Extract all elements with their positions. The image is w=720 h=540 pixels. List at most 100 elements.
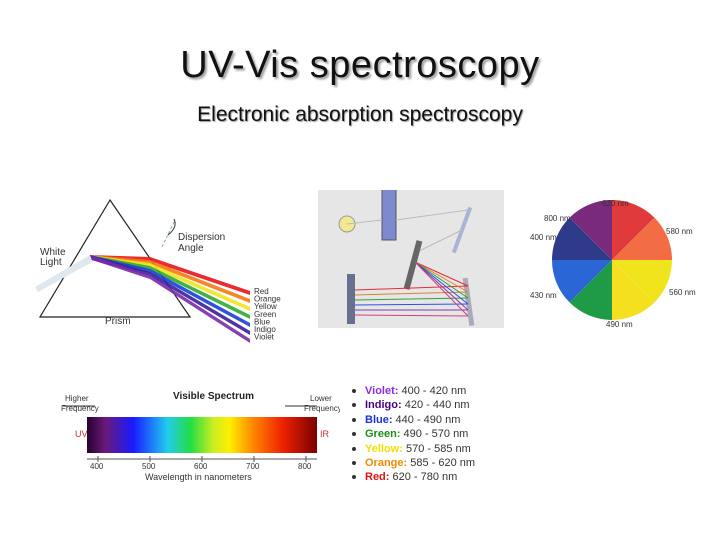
range-value: 620 - 780 nm xyxy=(389,471,458,484)
color-wheel xyxy=(552,200,672,320)
wheel-label-3: 560 nm xyxy=(669,288,696,297)
range-value: 420 - 440 nm xyxy=(401,399,470,412)
spectrometer-background xyxy=(318,190,504,328)
reflected-beam xyxy=(412,229,463,255)
wheel-segment-6 xyxy=(552,260,612,303)
spectrum-tick-label-4: 700 xyxy=(246,462,260,471)
range-name: Red: xyxy=(365,471,390,484)
range-name: Blue: xyxy=(365,413,393,426)
prism-diagram: White Light Dispersion Angle Prism RedOr… xyxy=(35,198,281,343)
spectrometer-diagram xyxy=(318,190,504,328)
beam-out-1 xyxy=(354,285,469,291)
spectrum-ticks: 400 500 600 700 800 xyxy=(90,456,312,471)
range-row: Blue: 440 - 490 nm xyxy=(352,413,512,427)
dispersion-label: Dispersion xyxy=(178,232,225,243)
diffraction-grating xyxy=(403,240,423,290)
spectrum-tick-label-1: 400 xyxy=(90,462,104,471)
visible-spectrum-diagram: Visible Spectrum Higher Frequency Lower … xyxy=(61,391,340,482)
bullet-icon xyxy=(352,461,356,466)
higher-label: Higher xyxy=(65,394,89,403)
lower-label: Lower xyxy=(310,394,332,403)
spectrum-title: Visible Spectrum xyxy=(173,391,254,402)
range-row: Violet: 400 - 420 nm xyxy=(352,384,512,398)
wheel-segment-3 xyxy=(612,260,672,303)
range-name: Violet: xyxy=(365,385,399,397)
range-name: Green: xyxy=(365,428,401,441)
wheel-segment-1 xyxy=(612,200,655,260)
range-name: Indigo: xyxy=(365,399,402,412)
wheel-label-4: 490 nm xyxy=(606,320,633,329)
range-name: Orange: xyxy=(365,456,408,469)
wheel-segment-2 xyxy=(612,217,672,260)
range-name: Yellow: xyxy=(365,442,403,455)
bullet-icon xyxy=(352,389,356,394)
light-label: Light xyxy=(40,257,62,268)
page-title: UV-Vis spectroscopy xyxy=(180,44,540,86)
detector xyxy=(347,274,355,324)
prism-label: Prism xyxy=(105,316,131,327)
ray-label-5: Blue xyxy=(254,317,271,326)
range-row: Green: 490 - 570 nm xyxy=(352,427,512,441)
range-value: 440 - 490 nm xyxy=(392,413,461,426)
ray-label-2: Orange xyxy=(254,295,281,304)
bullet-icon xyxy=(352,417,356,422)
beam-in-1 xyxy=(414,261,469,287)
wheel-segment-8 xyxy=(569,200,612,260)
beam-in-5 xyxy=(414,261,469,311)
wheel-label-1: 620 nm xyxy=(602,199,629,208)
normal-line xyxy=(161,219,176,248)
wheel-wavelength-labels: 620 nm 580 nm 560 nm 490 nm 430 nm 400 nm 800 … xyxy=(530,199,696,329)
angle-label: Angle xyxy=(178,243,204,254)
beam-in-3 xyxy=(414,261,469,299)
bullet-icon xyxy=(352,432,356,437)
transmitted-beam xyxy=(395,209,469,221)
focusing-mirror xyxy=(462,277,475,327)
white-light-label: White xyxy=(40,247,66,258)
ray-7 xyxy=(90,255,250,343)
range-row: Indigo: 420 - 440 nm xyxy=(352,398,512,412)
source-beam xyxy=(346,219,383,225)
wheel-segment-7 xyxy=(552,217,612,260)
wavelength-ranges-list: Violet: 400 - 420 nm Indigo: 420 - 440 nm… xyxy=(352,384,512,485)
spectrum-tick-label-5: 800 xyxy=(298,462,312,471)
wheel-segment-4 xyxy=(612,260,655,320)
spectrum-xlabel: Wavelength in nanometers xyxy=(145,472,252,482)
higher-frequency-label: Frequency xyxy=(61,404,99,413)
sample-cuvette xyxy=(381,190,397,241)
range-value: 490 - 570 nm xyxy=(400,428,469,441)
ray-label-1: Red xyxy=(254,287,269,296)
spectrum-tick-label-3: 600 xyxy=(194,462,208,471)
bullet-icon xyxy=(352,403,356,408)
wheel-label-6: 400 nm xyxy=(530,233,557,242)
beam-out-4 xyxy=(354,303,469,306)
spectrum-bar xyxy=(87,417,317,453)
range-value: 570 - 585 nm xyxy=(402,442,471,455)
page-subtitle: Electronic absorption spectroscopy xyxy=(197,103,523,126)
uv-label: UV xyxy=(75,429,88,439)
range-row: Orange: 585 - 620 nm xyxy=(352,456,512,470)
beam-in-2 xyxy=(414,261,469,293)
dispersed-rays xyxy=(90,255,250,343)
range-value: 585 - 620 nm xyxy=(407,456,476,469)
wheel-label-7: 800 nm xyxy=(544,214,571,223)
range-row: Yellow: 570 - 585 nm xyxy=(352,442,512,456)
beam-out-6 xyxy=(354,314,469,317)
bullet-icon xyxy=(352,475,356,480)
white-light-beam xyxy=(35,255,94,292)
bullet-icon xyxy=(352,446,356,451)
beam-out-3 xyxy=(354,297,469,301)
spectrum-tick-label-2: 500 xyxy=(142,462,156,471)
wheel-label-5: 430 nm xyxy=(530,291,557,300)
beam-in-4 xyxy=(414,261,469,305)
angle-arc xyxy=(167,218,176,236)
wheel-segment-5 xyxy=(569,260,612,320)
ray-label-3: Yellow xyxy=(254,302,277,311)
ray-label-6: Indigo xyxy=(254,325,276,334)
lower-frequency-label: Frequency xyxy=(304,404,340,413)
wheel-label-2: 580 nm xyxy=(666,227,693,236)
range-row: Red: 620 - 780 nm xyxy=(352,470,512,484)
ray-label-7: Violet xyxy=(254,333,275,342)
ir-label: IR xyxy=(320,429,330,439)
range-value: 400 - 420 nm xyxy=(398,385,467,397)
